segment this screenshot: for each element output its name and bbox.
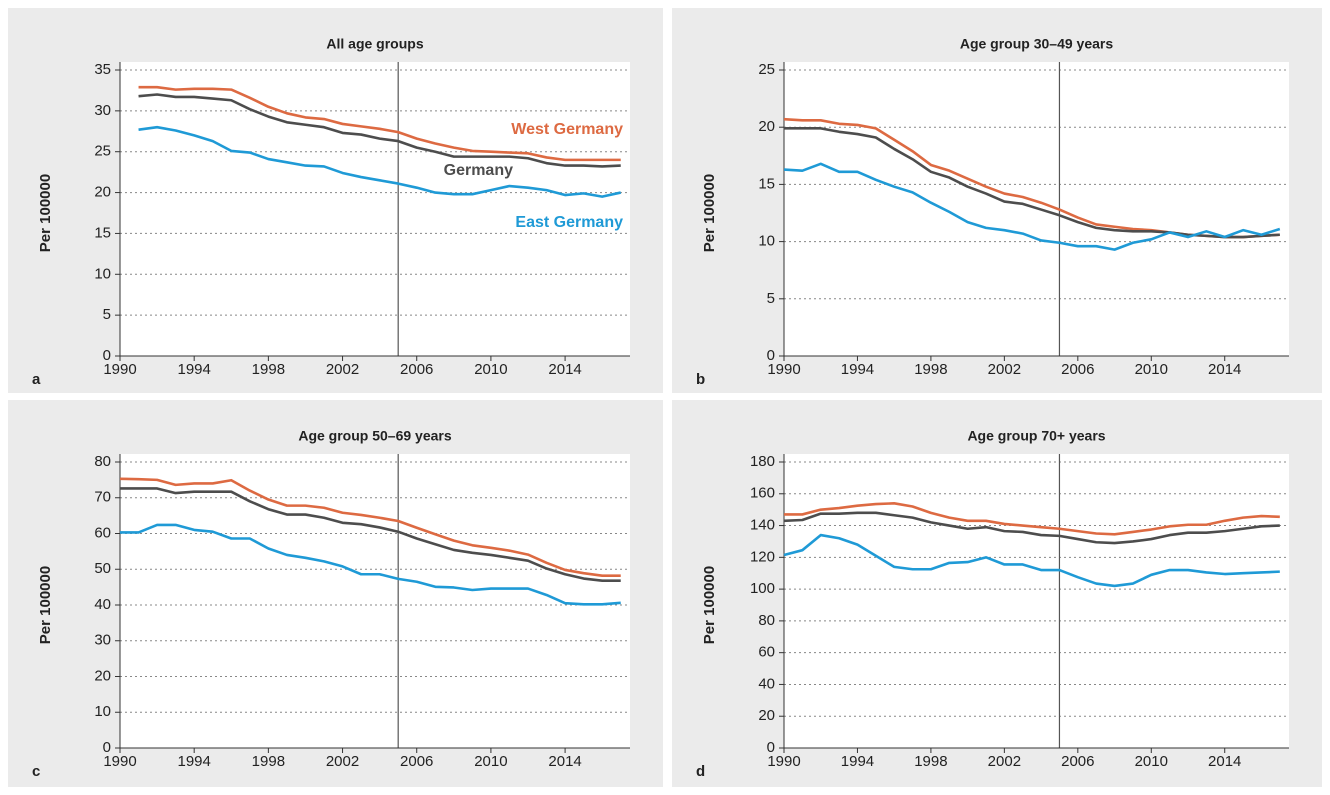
x-tick-label: 1994 — [841, 361, 874, 378]
y-tick-label: 40 — [94, 596, 111, 613]
y-tick-label: 40 — [758, 675, 775, 692]
y-tick-label: 30 — [94, 102, 111, 119]
y-tick-label: 20 — [94, 184, 111, 201]
y-tick-label: 0 — [103, 347, 111, 364]
x-tick-label: 2006 — [1061, 361, 1094, 378]
y-axis-label: Per 100000 — [37, 174, 54, 252]
y-tick-label: 0 — [103, 739, 111, 756]
x-tick-label: 1998 — [914, 361, 947, 378]
x-tick-label: 1998 — [252, 753, 285, 770]
x-tick-label: 1998 — [252, 361, 285, 378]
x-tick-label: 2002 — [988, 361, 1021, 378]
series-line — [783, 533, 1280, 588]
y-tick-label: 20 — [758, 118, 775, 135]
x-tick-label: 2014 — [548, 753, 581, 770]
panel-label: b — [696, 371, 705, 388]
series-line — [120, 487, 621, 582]
x-tick-label: 2010 — [1135, 361, 1168, 378]
x-tick-label: 2006 — [400, 361, 433, 378]
y-tick-label: 80 — [94, 453, 111, 470]
x-tick-label: 2010 — [474, 753, 507, 770]
x-tick-label: 1990 — [103, 753, 136, 770]
series-label: East Germany — [515, 214, 623, 231]
y-tick-label: 160 — [750, 485, 775, 502]
series-line — [138, 85, 621, 162]
series-line — [119, 477, 621, 577]
panel: All age groups Per 100000 a 0 5 10 15 20 25 30 35 1… — [8, 8, 663, 393]
y-axis-label: Per 100000 — [701, 566, 718, 644]
plot-area — [120, 454, 630, 748]
y-tick-label: 25 — [758, 61, 775, 78]
x-tick-label: 2014 — [548, 361, 581, 378]
y-tick-label: 80 — [758, 612, 775, 629]
x-tick-label: 1990 — [767, 361, 800, 378]
series-line — [120, 523, 621, 606]
y-tick-label: 10 — [94, 265, 111, 282]
y-tick-label: 15 — [758, 175, 775, 192]
y-tick-label: 5 — [767, 290, 775, 307]
x-tick-label: 2014 — [1208, 361, 1241, 378]
y-tick-label: 180 — [750, 453, 775, 470]
y-tick-label: 25 — [94, 143, 111, 160]
chart-title: All age groups — [326, 36, 423, 52]
x-tick-label: 1990 — [767, 753, 800, 770]
y-tick-label: 30 — [94, 632, 111, 649]
panel: Age group 50–69 years Per 100000 c 0 10 20 30 4… — [8, 400, 663, 787]
y-tick-label: 140 — [750, 517, 775, 534]
x-tick-label: 1990 — [103, 361, 136, 378]
x-tick-label: 2002 — [988, 753, 1021, 770]
y-axis-label: Per 100000 — [37, 566, 54, 644]
x-tick-label: 1994 — [177, 753, 210, 770]
x-tick-label: 1998 — [914, 753, 947, 770]
series-label: West Germany — [511, 121, 623, 138]
x-tick-label: 2002 — [326, 361, 359, 378]
x-tick-label: 1994 — [177, 361, 210, 378]
panel-label: c — [32, 763, 40, 780]
y-tick-label: 20 — [758, 707, 775, 724]
y-tick-label: 20 — [94, 667, 111, 684]
panel-label: d — [696, 763, 705, 780]
y-axis-label: Per 100000 — [701, 174, 718, 252]
series-line — [783, 162, 1281, 251]
plot-area — [784, 454, 1289, 748]
panel-label: a — [32, 371, 41, 388]
y-tick-label: 5 — [103, 306, 111, 323]
series-line — [784, 502, 1280, 536]
y-tick-label: 120 — [750, 548, 775, 565]
series-line — [138, 93, 621, 168]
y-tick-label: 10 — [758, 233, 775, 250]
y-tick-label: 15 — [94, 224, 111, 241]
series-line — [783, 511, 1280, 545]
y-tick-label: 70 — [94, 489, 111, 506]
panel: Age group 30–49 years Per 100000 b 0 5 10 15 20… — [672, 8, 1322, 393]
y-tick-label: 0 — [767, 347, 775, 364]
series-label: Germany — [444, 162, 513, 179]
x-tick-label: 1994 — [841, 753, 874, 770]
chart-title: Age group 70+ years — [967, 428, 1105, 444]
x-tick-label: 2002 — [326, 753, 359, 770]
y-tick-label: 60 — [94, 524, 111, 541]
y-tick-label: 100 — [750, 580, 775, 597]
x-tick-label: 2006 — [1061, 753, 1094, 770]
x-tick-label: 2010 — [1135, 753, 1168, 770]
x-tick-label: 2006 — [400, 753, 433, 770]
chart-title: Age group 50–69 years — [298, 428, 452, 444]
y-tick-label: 35 — [94, 61, 111, 78]
chart-title: Age group 30–49 years — [960, 36, 1114, 52]
plot-area — [120, 62, 630, 356]
x-tick-label: 2014 — [1208, 753, 1241, 770]
panel: Age group 70+ years Per 100000 d 0 20 40 60 80 1… — [672, 400, 1322, 787]
x-tick-label: 2010 — [474, 361, 507, 378]
y-tick-label: 10 — [94, 703, 111, 720]
y-tick-label: 50 — [94, 560, 111, 577]
y-tick-label: 60 — [758, 644, 775, 661]
y-tick-label: 0 — [767, 739, 775, 756]
series-line — [138, 125, 622, 198]
